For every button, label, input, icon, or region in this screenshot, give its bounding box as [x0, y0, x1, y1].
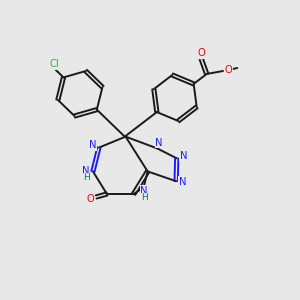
Text: N: N — [155, 138, 163, 148]
Text: N: N — [82, 166, 89, 176]
Text: O: O — [197, 49, 205, 58]
Text: N: N — [88, 140, 96, 150]
Text: H: H — [141, 194, 148, 202]
Text: N: N — [179, 177, 186, 187]
Text: N: N — [179, 151, 187, 161]
Text: O: O — [224, 64, 232, 74]
Text: N: N — [140, 186, 148, 196]
Text: H: H — [83, 173, 90, 182]
Text: O: O — [87, 194, 95, 204]
Text: Cl: Cl — [50, 59, 60, 69]
